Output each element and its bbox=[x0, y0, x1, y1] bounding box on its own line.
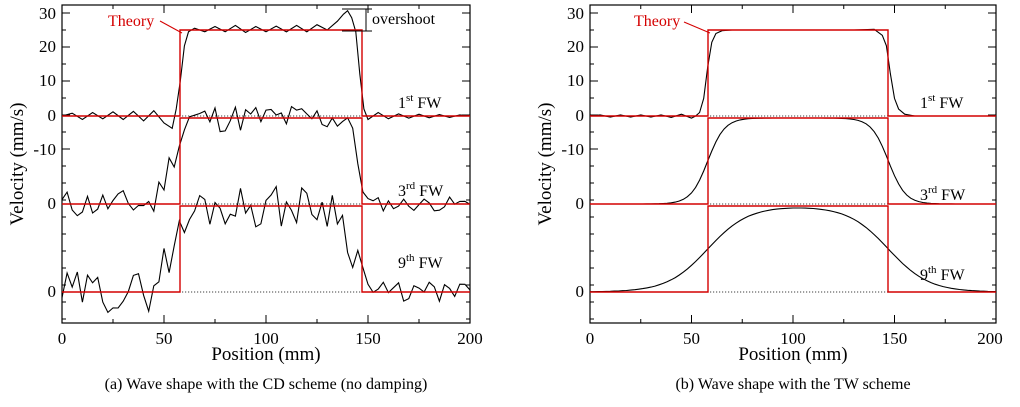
series-line-theory-9-a bbox=[62, 205, 470, 293]
x-tick-label: 50 bbox=[156, 329, 173, 348]
y-tick-label: 30 bbox=[567, 4, 584, 23]
wave-label-3rd-b: 3rd FW bbox=[920, 184, 966, 204]
x-tick-label: 200 bbox=[457, 329, 483, 348]
x-axis-label-a: Position (mm) bbox=[211, 344, 320, 365]
x-tick-labels-b: 0 50 100 150 200 bbox=[586, 329, 1003, 348]
y-tick-label: 0 bbox=[48, 106, 57, 125]
x-tick-labels-a: 0 50 100 150 200 bbox=[58, 329, 483, 348]
y-axis-label-a: Velocity (mm/s) bbox=[7, 103, 28, 226]
y-tick-label: 0 bbox=[576, 194, 585, 213]
y-tick-label: -10 bbox=[561, 140, 584, 159]
axis-ticks-a bbox=[61, 5, 471, 323]
y-tick-label: 20 bbox=[39, 37, 56, 56]
y-tick-label: 0 bbox=[48, 282, 57, 301]
y-tick-labels-b: 30 20 10 0 -10 0 0 bbox=[561, 4, 584, 301]
caption-b: (b) Wave shape with the TW scheme bbox=[675, 376, 910, 393]
series-line-theory-9-b bbox=[590, 205, 996, 293]
y-tick-label: -10 bbox=[33, 140, 56, 159]
theory-leader-line-b bbox=[683, 21, 711, 34]
x-tick-label: 50 bbox=[683, 329, 700, 348]
y-tick-labels-a: 30 20 10 0 -10 0 0 bbox=[33, 4, 56, 301]
y-tick-label: 0 bbox=[48, 194, 57, 213]
y-tick-label: 10 bbox=[39, 71, 56, 90]
x-axis-label-b: Position (mm) bbox=[738, 344, 847, 365]
x-tick-label: 0 bbox=[58, 329, 67, 348]
y-tick-label: 10 bbox=[567, 71, 584, 90]
wave-label-9th-b: 9th FW bbox=[920, 264, 965, 284]
x-tick-label: 0 bbox=[586, 329, 595, 348]
series-line-1st-fw-b bbox=[589, 28, 996, 119]
panel-a: 0 50 100 150 200 30 20 10 0 -10 0 0 Posi… bbox=[7, 4, 483, 393]
x-tick-label: 100 bbox=[253, 329, 279, 348]
caption-a: (a) Wave shape with the CD scheme (no da… bbox=[105, 376, 428, 393]
series-line-theory-1-a bbox=[62, 29, 470, 117]
x-tick-label: 200 bbox=[977, 329, 1003, 348]
series-line-theory-3-a bbox=[62, 117, 470, 205]
plot-frame-a bbox=[61, 4, 471, 324]
series-line-9th-fw-b bbox=[590, 207, 997, 293]
series-line-3rd-fw-a bbox=[61, 105, 471, 217]
y-tick-label: 20 bbox=[567, 37, 584, 56]
series-line-1st-fw-a bbox=[61, 9, 471, 130]
x-tick-label: 150 bbox=[882, 329, 908, 348]
y-axis-label-b: Velocity (mm/s) bbox=[535, 103, 556, 226]
theory-label-b: Theory bbox=[634, 13, 680, 30]
series-line-theory-3-b bbox=[590, 117, 996, 205]
y-tick-label: 30 bbox=[39, 4, 56, 23]
wave-label-3rd-a: 3rd FW bbox=[398, 180, 444, 200]
wave-label-1st-b: 1st FW bbox=[920, 92, 964, 112]
axis-ticks-b bbox=[589, 5, 997, 323]
x-tick-label: 100 bbox=[780, 329, 806, 348]
overshoot-annotation: overshoot bbox=[342, 8, 436, 32]
x-tick-label: 150 bbox=[355, 329, 381, 348]
theory-label-a: Theory bbox=[108, 13, 154, 30]
y-tick-label: 0 bbox=[576, 106, 585, 125]
series-line-9th-fw-a bbox=[61, 184, 471, 314]
panel-b: 0 50 100 150 200 30 20 10 0 -10 0 0 Posi… bbox=[535, 4, 1003, 393]
wave-label-1st-a: 1st FW bbox=[398, 92, 442, 112]
overshoot-label: overshoot bbox=[372, 11, 436, 28]
series-line-theory-1-b bbox=[590, 29, 996, 117]
wave-label-9th-a: 9th FW bbox=[398, 252, 443, 272]
y-tick-label: 0 bbox=[576, 282, 585, 301]
theory-leader-line-a bbox=[159, 20, 183, 34]
